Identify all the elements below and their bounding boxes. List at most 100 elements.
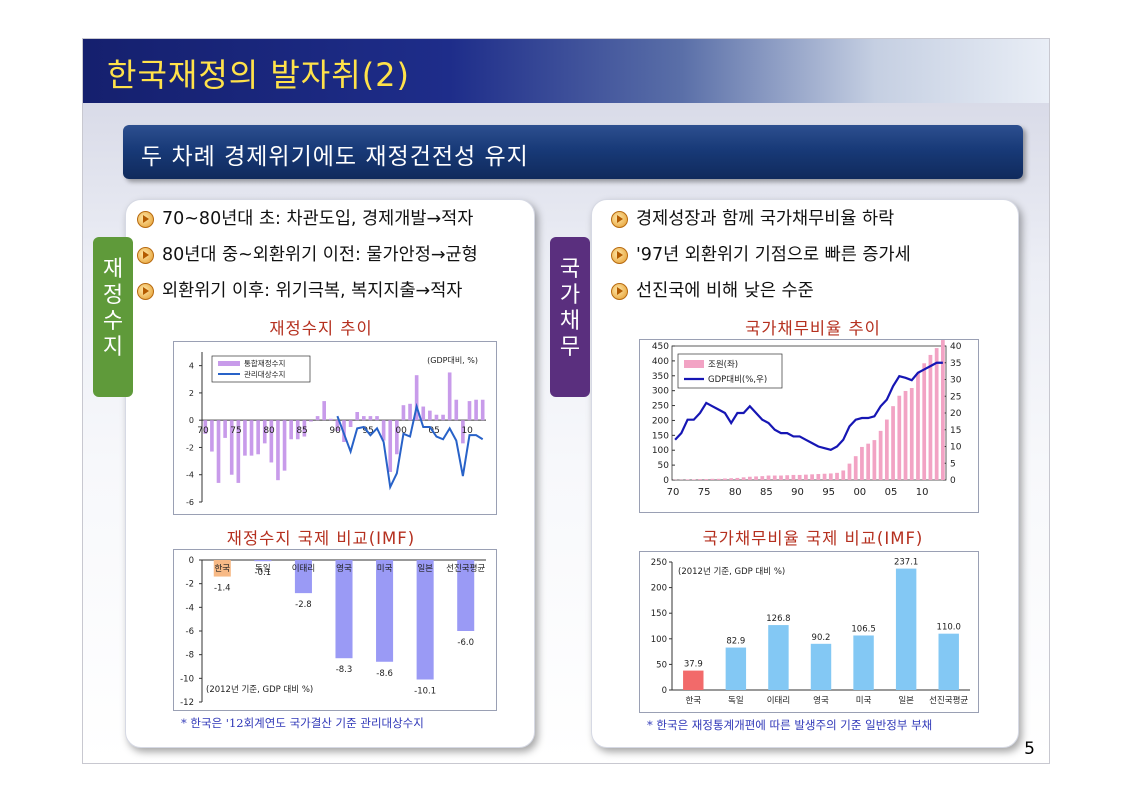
bar — [243, 420, 247, 456]
bar — [461, 420, 465, 444]
legend-box — [211, 355, 311, 383]
y-tick-label: 100 — [652, 446, 669, 456]
bar — [421, 406, 426, 421]
bar — [785, 475, 790, 480]
list-item: 70~80년대 초: 차관도입, 경제개발→적자 — [137, 201, 478, 237]
bullet-icon — [611, 210, 628, 228]
bullet-text: '97년 외환위기 기점으로 빠른 증가세 — [636, 245, 911, 265]
data-label: -1.4 — [214, 584, 231, 594]
bar — [891, 406, 895, 480]
y-tick-label: 50 — [658, 461, 670, 471]
bar — [256, 420, 260, 455]
y-tick-label: 200 — [651, 584, 667, 594]
page-number: 5 — [1024, 739, 1035, 759]
bar — [928, 354, 933, 480]
y-tick-label: 25 — [950, 392, 961, 402]
y-tick-label: 250 — [651, 558, 667, 568]
left-footnote: * 한국은 '12회계연도 국가결산 기준 관리대상수지 — [181, 716, 424, 730]
title-bar: 한국재정의 발자취(2) — [83, 39, 1049, 103]
bar — [302, 420, 307, 437]
bar — [335, 420, 340, 432]
bar — [884, 419, 889, 480]
y-tick-label: 2 — [189, 389, 194, 398]
x-tick-label: 95 — [822, 487, 835, 498]
category-label: 독일 — [728, 696, 744, 706]
left-tab: 재 정 수 지 — [93, 237, 133, 397]
bar — [276, 420, 280, 481]
y-tick-label: -6 — [186, 498, 194, 507]
bar — [269, 420, 274, 463]
x-tick-label: 85 — [296, 426, 307, 436]
y-tick-label: 400 — [652, 357, 669, 367]
category-label: 이태리 — [292, 563, 315, 574]
bar — [457, 560, 475, 631]
bar — [210, 420, 214, 452]
bar — [361, 416, 366, 421]
category-label: 일본 — [417, 564, 433, 574]
right-tab-char: 국 — [559, 257, 581, 282]
category-label: 일본 — [898, 696, 914, 706]
data-label: -10.1 — [414, 687, 436, 697]
slide: 한국재정의 발자취(2) 두 차례 경제위기에도 재정건전성 유지 재 정 수 … — [82, 38, 1050, 764]
category-label: 독일 — [255, 564, 271, 574]
bar — [704, 479, 709, 480]
bar — [348, 420, 353, 427]
note: (2012년 기준, GDP 대비 %) — [206, 684, 313, 695]
bar — [683, 670, 704, 690]
x-tick-label: 90 — [329, 426, 341, 436]
y-tick-label: 200 — [652, 416, 669, 426]
y-tick-label: 0 — [663, 476, 669, 486]
bar — [376, 560, 394, 662]
category-label: 미국 — [856, 696, 872, 706]
data-label: 82.9 — [726, 637, 745, 647]
x-tick-label: 00 — [853, 487, 866, 498]
bar — [810, 643, 832, 690]
legend-box — [677, 353, 783, 389]
data-label: 106.5 — [851, 624, 875, 634]
data-label: -0.1 — [255, 568, 272, 578]
series-line — [674, 361, 943, 452]
bar — [725, 647, 747, 690]
bar — [791, 474, 796, 480]
right-tab-char: 채 — [559, 309, 581, 334]
y-tick-label: 150 — [651, 609, 667, 619]
chart3-title: 국가채무비율 추이 — [745, 319, 881, 338]
x-tick-label: 80 — [263, 426, 275, 436]
x-tick-label: 05 — [885, 487, 898, 498]
x-tick-label: 90 — [791, 487, 804, 498]
left-tab-char: 수 — [102, 309, 124, 334]
bullet-text: 외환위기 이후: 위기극복, 복지지출→적자 — [162, 281, 463, 301]
bar — [254, 560, 272, 562]
debt-compare-chart: 0 50 100 150 200 250 37.9 한국 82.9 독일 126.8 이태리 90.2 영… — [639, 551, 979, 713]
data-label: -8.3 — [336, 665, 353, 675]
bar — [408, 403, 412, 421]
bar — [480, 399, 485, 421]
note: (2012년 기준, GDP 대비 %) — [678, 566, 785, 577]
bar — [934, 348, 939, 480]
category-label: 선진국평균 — [929, 695, 968, 706]
bar — [909, 387, 914, 480]
bar — [213, 560, 231, 577]
bar — [295, 420, 300, 440]
subtitle-box: 두 차례 경제위기에도 재정건전성 유지 — [123, 125, 1023, 179]
y-tick-label: 100 — [651, 635, 667, 645]
bar — [878, 430, 883, 480]
bar — [441, 414, 445, 421]
chart4-title: 국가채무비율 국제 비교(IMF) — [702, 529, 924, 548]
y-tick-label: 0 — [950, 476, 956, 486]
bar — [741, 477, 746, 480]
category-label: 이태리 — [767, 695, 790, 706]
bar — [322, 401, 327, 421]
bullet-text: 경제성장과 함께 국가채무비율 하락 — [636, 209, 895, 229]
bar — [309, 420, 313, 422]
left-tab-char: 지 — [102, 335, 124, 360]
bar — [335, 560, 353, 659]
y-tick-label: 350 — [652, 372, 669, 382]
bar — [872, 440, 877, 480]
bar — [779, 475, 783, 480]
x-tick-label: 10 — [916, 487, 929, 498]
right-bullet-list: 경제성장과 함께 국가채무비율 하락 '97년 외환위기 기점으로 빠른 증가세… — [611, 201, 911, 309]
bar — [698, 479, 702, 480]
bullet-icon — [137, 282, 154, 300]
y-tick-label: 0 — [662, 686, 667, 696]
